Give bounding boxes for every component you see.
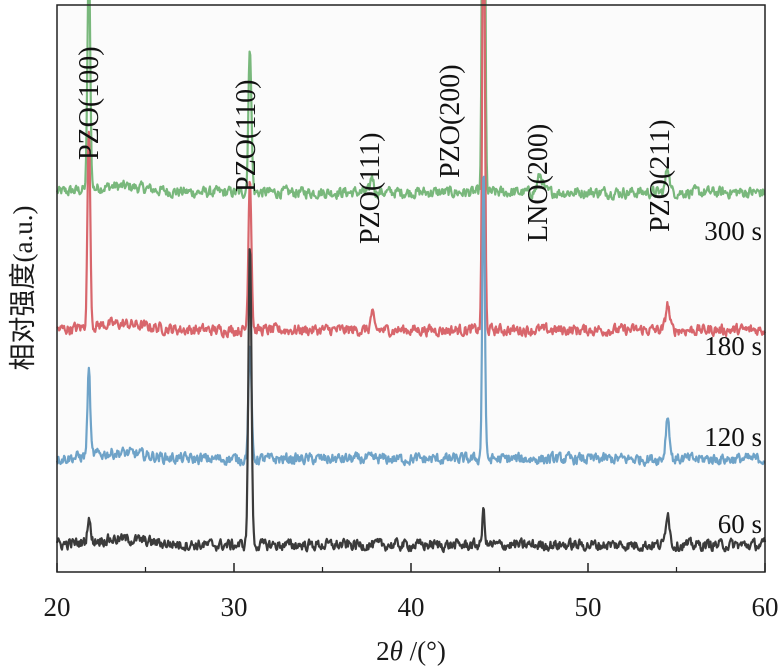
peak-annotation-5: PZO(211)	[645, 119, 676, 232]
x-tick-label-4: 60	[752, 592, 779, 622]
series-line-3	[55, 248, 767, 554]
x-tick-label-3: 50	[575, 592, 602, 622]
peak-annotation-0: PZO(100)	[74, 46, 105, 160]
series-line-0	[55, 0, 766, 201]
x-tick-label-2: 40	[398, 592, 425, 622]
y-axis-title: 相对强度(a.u.)	[8, 206, 38, 371]
x-tick-label-0: 20	[44, 592, 71, 622]
series-line-1	[56, 0, 767, 339]
plot-background	[57, 5, 765, 572]
series-label-3: 60 s	[718, 509, 762, 539]
x-axis-title: 2θ /(°)	[376, 636, 446, 666]
peak-annotation-2: PZO(111)	[355, 133, 386, 244]
x-axis-ticks: 20 30 40 50 60	[44, 563, 779, 622]
annotation-layer: PZO(100) PZO(110) PZO(111) PZO(200) LNO(200)…	[74, 46, 676, 244]
peak-annotation-4: LNO(200)	[523, 124, 554, 242]
series-label-0: 300 s	[704, 216, 762, 246]
series-label-1: 180 s	[704, 331, 762, 361]
peak-annotation-1: PZO(110)	[231, 79, 262, 192]
series-label-layer: 300 s 180 s 120 s 60 s	[704, 216, 762, 539]
peak-annotation-3: PZO(200)	[435, 64, 466, 178]
theta-symbol: θ	[390, 636, 403, 666]
series-layer	[55, 0, 767, 554]
series-line-2	[55, 175, 766, 467]
x-tick-label-1: 30	[221, 592, 248, 622]
series-label-2: 120 s	[704, 422, 762, 452]
